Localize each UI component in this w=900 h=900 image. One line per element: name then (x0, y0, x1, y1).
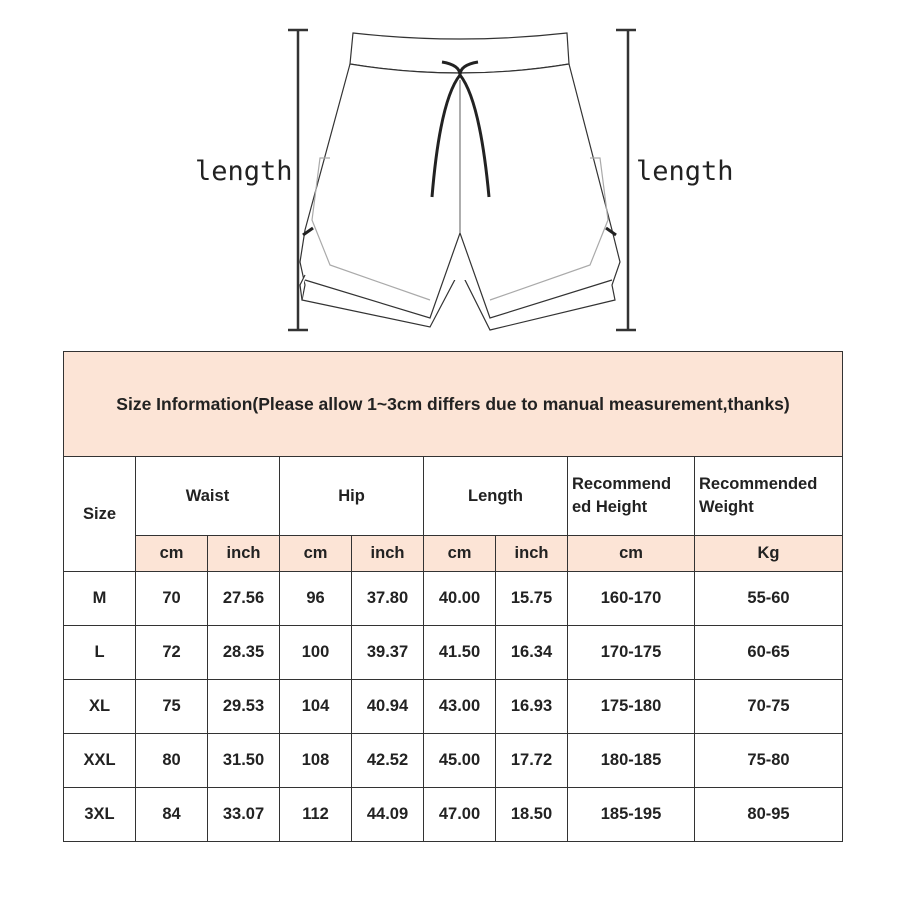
value-cell: 175-180 (567, 679, 695, 734)
value-cell: 31.50 (207, 733, 280, 788)
value-cell: 40.00 (423, 571, 496, 626)
header-length: Length (423, 456, 568, 536)
value-cell: 75-80 (693, 733, 844, 788)
size-cell: 3XL (63, 787, 136, 842)
unit-cell: inch (207, 535, 280, 572)
value-cell: 70 (135, 571, 208, 626)
value-cell: 75 (135, 679, 208, 734)
value-cell: 41.50 (423, 625, 496, 680)
value-cell: 18.50 (495, 787, 568, 842)
value-cell: 27.56 (207, 571, 280, 626)
shorts-diagram (288, 28, 636, 332)
header-hip: Hip (279, 456, 424, 536)
value-cell: 84 (135, 787, 208, 842)
value-cell: 108 (279, 733, 352, 788)
table-row: 3XL 84 33.07 112 44.09 47.00 18.50 185-195 80-95 (63, 787, 844, 842)
value-cell: 72 (135, 625, 208, 680)
left-length-bracket (288, 28, 308, 332)
value-cell: 15.75 (495, 571, 568, 626)
unit-cell: cm (135, 535, 208, 572)
shorts-outline (299, 32, 621, 331)
value-cell: 180-185 (567, 733, 695, 788)
value-cell: 47.00 (423, 787, 496, 842)
drawstring (302, 60, 617, 237)
value-cell: 44.09 (351, 787, 424, 842)
unit-cell: cm (423, 535, 496, 572)
value-cell: 33.07 (207, 787, 280, 842)
value-cell: 42.52 (351, 733, 424, 788)
table-row: XXL 80 31.50 108 42.52 45.00 17.72 180-185 75-80 (63, 733, 844, 788)
value-cell: 16.34 (495, 625, 568, 680)
unit-cell: inch (495, 535, 568, 572)
value-cell: 37.80 (351, 571, 424, 626)
value-cell: 39.37 (351, 625, 424, 680)
unit-cell: cm (567, 535, 695, 572)
value-cell: 160-170 (567, 571, 695, 626)
value-cell: 45.00 (423, 733, 496, 788)
header-height: Recommend ed Height (567, 456, 695, 536)
value-cell: 70-75 (693, 679, 844, 734)
value-cell: 112 (279, 787, 352, 842)
value-cell: 55-60 (693, 571, 844, 626)
table-row: L 72 28.35 100 39.37 41.50 16.34 170-175 60-65 (63, 625, 844, 680)
value-cell: 40.94 (351, 679, 424, 734)
value-cell: 100 (279, 625, 352, 680)
length-label-right: length (636, 156, 734, 187)
table-row: XL 75 29.53 104 40.94 43.00 16.93 175-180 70-75 (63, 679, 844, 734)
unit-cell: Kg (693, 535, 844, 572)
table-title: Size Information(Please allow 1~3cm diff… (62, 351, 844, 457)
size-cell: XXL (63, 733, 136, 788)
value-cell: 96 (279, 571, 352, 626)
value-cell: 16.93 (495, 679, 568, 734)
right-length-bracket (616, 28, 636, 332)
length-label-left: length (195, 156, 293, 187)
table-row: M 70 27.56 96 37.80 40.00 15.75 160-170 55-60 (63, 571, 844, 626)
value-cell: 80 (135, 733, 208, 788)
size-cell: L (63, 625, 136, 680)
value-cell: 104 (279, 679, 352, 734)
size-table: Size Information(Please allow 1~3cm diff… (62, 351, 844, 842)
header-size: Size (63, 456, 136, 572)
size-cell: M (63, 571, 136, 626)
value-cell: 60-65 (693, 625, 844, 680)
header-waist: Waist (135, 456, 280, 536)
unit-cell: inch (351, 535, 424, 572)
header-weight: Recommended Weight (693, 456, 844, 536)
value-cell: 43.00 (423, 679, 496, 734)
size-cell: XL (63, 679, 136, 734)
value-cell: 185-195 (567, 787, 695, 842)
unit-cell: cm (279, 535, 352, 572)
value-cell: 170-175 (567, 625, 695, 680)
value-cell: 17.72 (495, 733, 568, 788)
value-cell: 28.35 (207, 625, 280, 680)
value-cell: 80-95 (693, 787, 844, 842)
value-cell: 29.53 (207, 679, 280, 734)
